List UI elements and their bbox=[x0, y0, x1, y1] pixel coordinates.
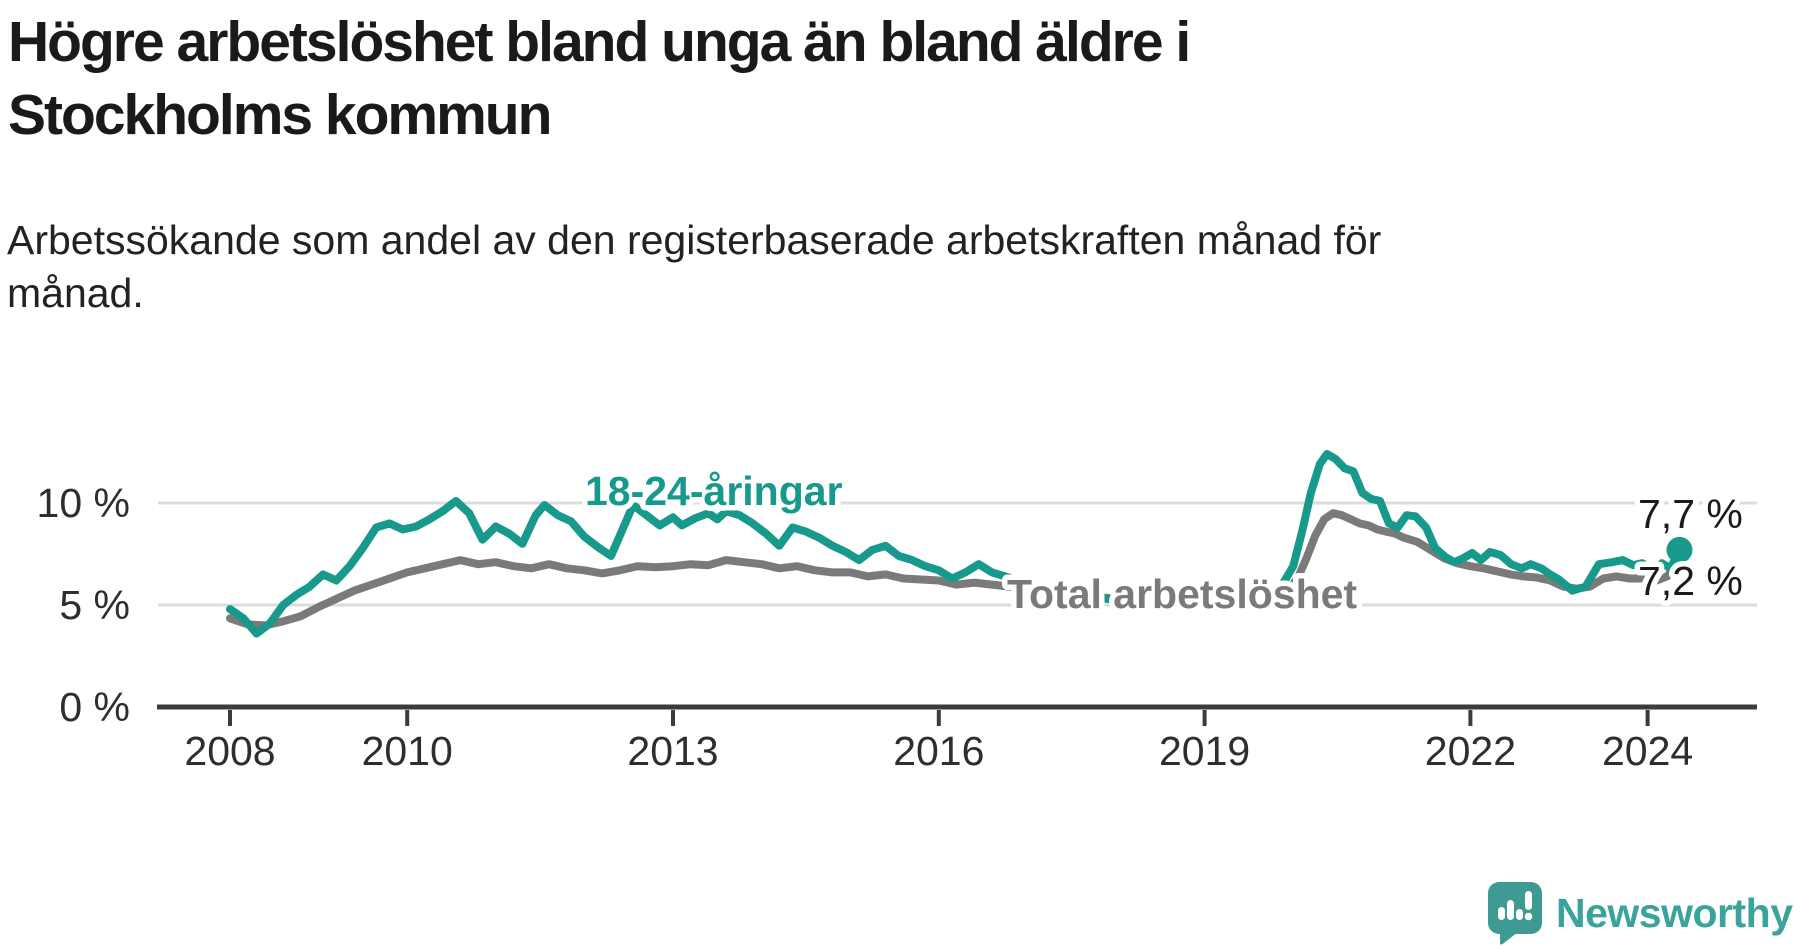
x-tick-label-2024: 2024 bbox=[1602, 728, 1693, 774]
logo-bar-2 bbox=[1507, 900, 1514, 920]
series-label-total: Total arbetslöshet bbox=[1007, 571, 1357, 617]
x-tick-label-2022: 2022 bbox=[1425, 728, 1516, 774]
x-tick-label-2016: 2016 bbox=[893, 728, 984, 774]
line-chart: 2008 2010 2013 2016 2019 2022 2024 0 % 5 % 10 % 18… bbox=[0, 370, 1800, 800]
x-tick-label-2008: 2008 bbox=[184, 728, 275, 774]
x-tick-label-2013: 2013 bbox=[627, 728, 718, 774]
end-value-label-total: 7,2 % bbox=[1638, 558, 1743, 604]
newsworthy-logo: Newsworthy bbox=[1486, 880, 1793, 946]
y-tick-label-0: 0 % bbox=[59, 684, 130, 730]
series-line-youth bbox=[226, 450, 1684, 638]
page-title-line-2: Stockholms kommun bbox=[8, 83, 552, 147]
series-line-total bbox=[226, 509, 1684, 630]
newsworthy-logo-icon bbox=[1488, 882, 1542, 945]
chart-subtitle-line-1: Arbetssökande som andel av den registerb… bbox=[7, 217, 1382, 263]
x-tick-label-2019: 2019 bbox=[1159, 728, 1250, 774]
logo-bar-1 bbox=[1498, 907, 1505, 920]
y-tick-label-5: 5 % bbox=[59, 582, 130, 628]
series-end-dot bbox=[1666, 536, 1693, 563]
logo-exclamation-dot bbox=[1524, 912, 1533, 921]
logo-exclamation-bar bbox=[1525, 891, 1532, 910]
chart-subtitle: Arbetssökande som andel av den registerb… bbox=[7, 214, 1381, 320]
page-title-line-1: Högre arbetslöshet bland unga än bland ä… bbox=[8, 10, 1191, 74]
newsworthy-logo-text: Newsworthy bbox=[1556, 889, 1793, 936]
end-value-label-youth: 7,7 % bbox=[1638, 491, 1743, 537]
chart-subtitle-line-2: månad. bbox=[7, 270, 144, 316]
logo-bar-3 bbox=[1516, 909, 1523, 920]
y-tick-label-10: 10 % bbox=[37, 480, 130, 526]
x-tick-label-2010: 2010 bbox=[362, 728, 453, 774]
series-label-youth: 18-24-åringar bbox=[585, 468, 843, 514]
page-title: Högre arbetslöshet bland unga än bland ä… bbox=[8, 6, 1191, 152]
line-chart-canvas: 2008 2010 2013 2016 2019 2022 2024 0 % 5 % 10 % 18… bbox=[37, 450, 1757, 774]
